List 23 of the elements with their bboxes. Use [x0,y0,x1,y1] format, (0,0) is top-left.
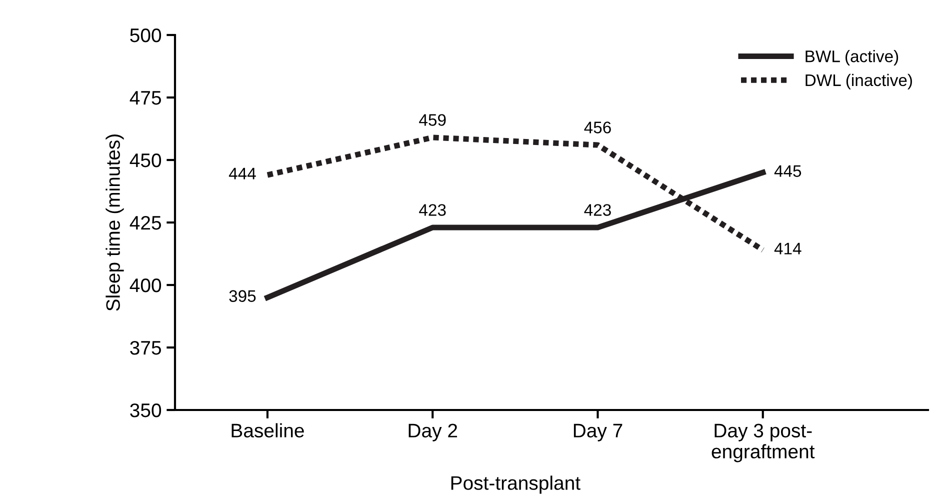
y-tick-label: 500 [130,28,162,42]
data-label: 459 [419,114,446,126]
data-label: 445 [774,165,802,177]
legend-label: DWL (inactive) [806,74,912,90]
x-tick-label: Day 7 [574,424,622,442]
data-label: 395 [229,290,256,302]
data-label: 456 [584,122,611,134]
y-tick-label: 475 [130,91,161,105]
y-axis-title: Sleep time (minutes) [106,134,124,311]
data-label: 423 [584,204,611,216]
y-tick-label: 350 [130,403,162,418]
y-tick-label: 450 [130,153,162,168]
data-label: 423 [419,204,446,216]
y-tick-label: 375 [130,340,161,355]
legend-label: BWL (active) [806,50,898,66]
y-tick-label: 425 [130,216,161,230]
data-label: 444 [228,168,256,180]
text: Post-transplant [451,476,580,494]
y-tick-label: 400 [130,278,162,292]
x-tick-label: Day 2 [408,424,458,442]
data-label: 414 [774,242,802,254]
x-tick-label: Baseline [232,423,304,438]
x-tick-label: Day 3 post- engraftment [712,424,815,462]
